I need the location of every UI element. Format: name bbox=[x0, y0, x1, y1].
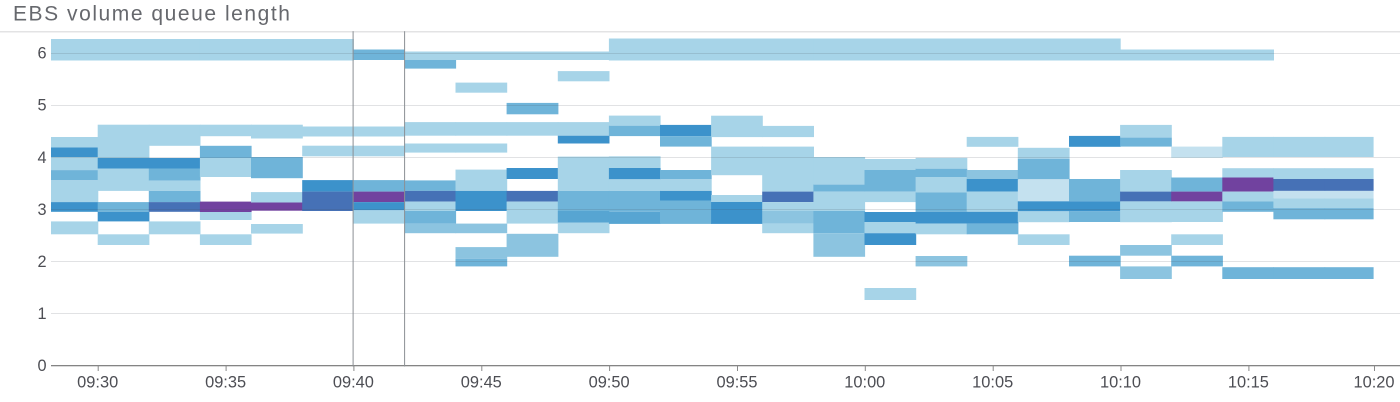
svg-text:5: 5 bbox=[37, 97, 46, 115]
svg-text:09:40: 09:40 bbox=[333, 374, 374, 392]
svg-text:4: 4 bbox=[37, 149, 46, 167]
svg-text:09:35: 09:35 bbox=[205, 374, 246, 392]
svg-text:10:00: 10:00 bbox=[844, 374, 885, 392]
svg-text:09:55: 09:55 bbox=[716, 374, 757, 392]
svg-text:EBS volume queue length: EBS volume queue length bbox=[13, 3, 291, 26]
svg-text:10:10: 10:10 bbox=[1100, 374, 1141, 392]
svg-text:10:20: 10:20 bbox=[1353, 374, 1394, 392]
svg-text:2: 2 bbox=[37, 253, 46, 271]
svg-text:09:30: 09:30 bbox=[77, 374, 118, 392]
svg-text:09:50: 09:50 bbox=[589, 374, 630, 392]
svg-text:1: 1 bbox=[37, 305, 46, 323]
svg-text:6: 6 bbox=[37, 45, 46, 63]
svg-text:0: 0 bbox=[37, 357, 46, 375]
svg-text:09:45: 09:45 bbox=[461, 374, 502, 392]
svg-text:3: 3 bbox=[37, 201, 46, 219]
svg-text:10:15: 10:15 bbox=[1228, 374, 1269, 392]
svg-text:10:05: 10:05 bbox=[972, 374, 1013, 392]
